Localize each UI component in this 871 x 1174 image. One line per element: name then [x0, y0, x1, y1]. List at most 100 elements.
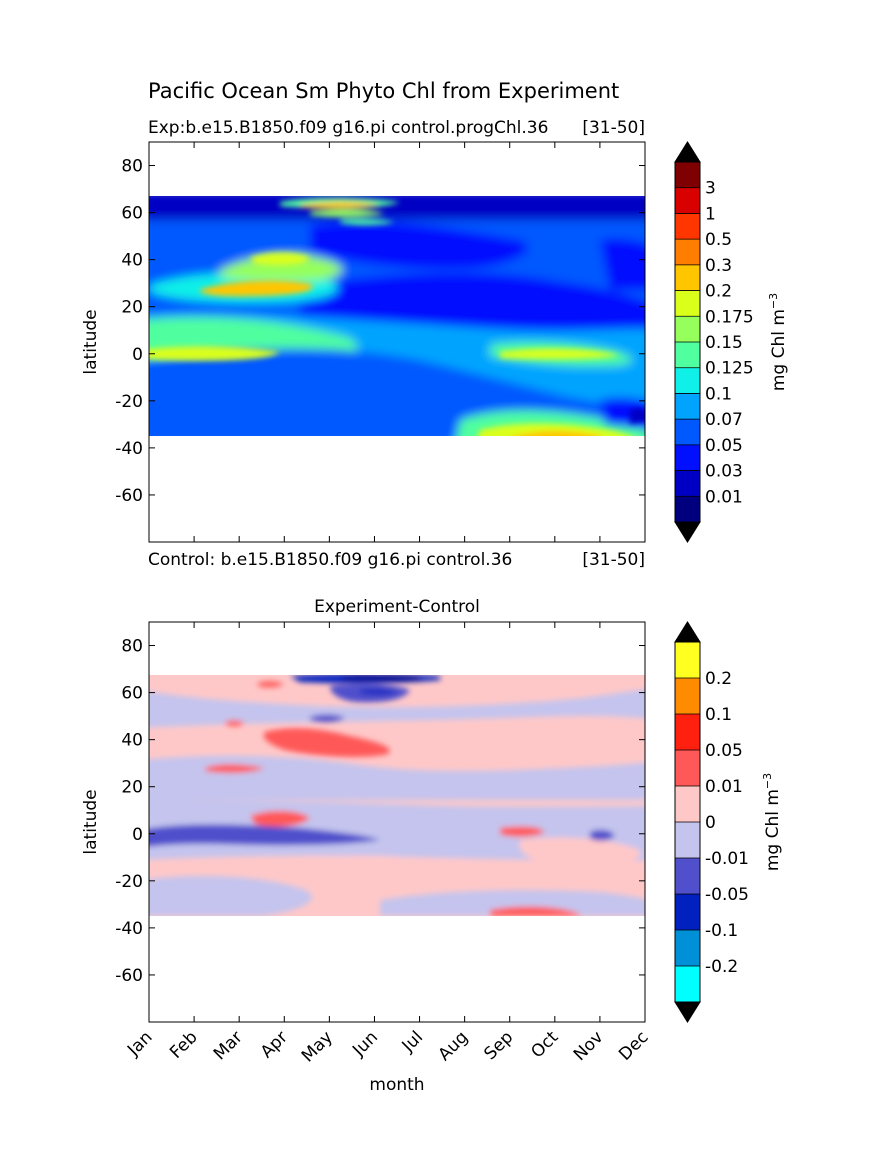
experiment-plot-frame — [148, 141, 646, 543]
experiment-colorbar-extend-max — [674, 141, 701, 163]
difference-colorbar-level: -0.1 — [705, 921, 738, 941]
difference-ytick-label: -20 — [115, 872, 143, 892]
experiment-colorbar-band — [675, 162, 700, 188]
experiment-ytick-label: -20 — [115, 392, 143, 412]
experiment-plot: 80 60 40 20 0 -20 -40 -60 latitude — [81, 141, 646, 543]
experiment-ytick-label: 20 — [121, 298, 143, 318]
experiment-colorbar-level: 0.1 — [705, 384, 732, 404]
difference-colorbar-band — [675, 822, 700, 858]
diff-title: Experiment-Control — [314, 597, 480, 617]
experiment-colorbar-band — [675, 470, 700, 497]
exp-years: [31-50] — [582, 118, 645, 138]
difference-xtick-label: Feb — [166, 1027, 201, 1062]
difference-colorbar-band — [675, 930, 700, 966]
difference-colorbar-band — [675, 858, 700, 894]
experiment-colorbar-band — [675, 367, 700, 394]
experiment-colorbar-band — [675, 444, 700, 471]
difference-xtick-label: Apr — [257, 1027, 292, 1062]
difference-colorbar-extend-max — [674, 621, 701, 643]
difference-colorbar-level: 0.01 — [705, 777, 743, 797]
difference-colorbar-level: 0.1 — [705, 705, 732, 725]
difference-ytick-label: 60 — [121, 684, 143, 704]
experiment-colorbar: 0.01 0.03 0.05 0.07 0.1 0.125 0.15 0.175 0.2 0.3 0… — [674, 141, 754, 543]
difference-ytick-label: -40 — [115, 919, 143, 939]
experiment-ytick-label: 80 — [121, 157, 143, 177]
experiment-colorbar-label: mg Chl m−3 — [767, 293, 789, 391]
experiment-colorbar-level: 0.5 — [705, 230, 732, 250]
difference-ylabel: latitude — [81, 789, 101, 854]
difference-colorbar-band — [675, 750, 700, 786]
experiment-colorbar-level: 0.05 — [705, 436, 743, 456]
difference-colorbar: -0.2 -0.1 -0.05 -0.01 0 0.01 0.05 0.1 0.2 — [674, 621, 749, 1023]
suptitle: Pacific Ocean Sm Phyto Chl from Experime… — [148, 79, 619, 103]
difference-colorbar-level: 0 — [705, 813, 716, 833]
experiment-colorbar-band — [675, 264, 700, 291]
experiment-field — [149, 196, 645, 436]
experiment-colorbar-band — [675, 239, 700, 265]
difference-xtick-label: Jan — [123, 1027, 156, 1060]
experiment-colorbar-level: 3 — [705, 179, 716, 199]
experiment-colorbar-level: 0.175 — [705, 307, 754, 327]
experiment-colorbar-level: 0.03 — [705, 462, 743, 482]
exp-label: Exp:b.e15.B1850.f09 g16.pi control.progC… — [148, 118, 548, 138]
difference-colorbar-level: -0.01 — [705, 849, 749, 869]
difference-plot-frame — [148, 621, 646, 1023]
difference-xtick-label: Mar — [210, 1027, 247, 1064]
difference-colorbar-band — [675, 786, 700, 822]
difference-xtick-label: Aug — [435, 1027, 473, 1065]
difference-colorbar-band — [675, 894, 700, 930]
difference-field — [149, 675, 645, 916]
experiment-colorbar-level: 0.01 — [705, 487, 743, 507]
experiment-colorbar-extend-min — [674, 521, 701, 543]
ctrl-years: [31-50] — [582, 550, 645, 570]
ctrl-label: Control: b.e15.B1850.f09 g16.pi control.… — [148, 550, 512, 570]
experiment-colorbar-label-sup: −3 — [767, 293, 780, 309]
experiment-colorbar-band — [675, 316, 700, 342]
difference-plot: 80 60 40 20 0 -20 -40 -60 Jan Feb Mar Apr May Jun Jul… — [81, 621, 653, 1095]
difference-colorbar-band — [675, 642, 700, 678]
difference-colorbar-level: 0.2 — [705, 669, 732, 689]
experiment-colorbar-band — [675, 213, 700, 240]
experiment-colorbar-level: 0.2 — [705, 282, 732, 302]
experiment-colorbar-band — [675, 496, 700, 522]
experiment-colorbar-label-text: mg Chl m — [769, 309, 789, 391]
difference-ytick-label: 20 — [121, 778, 143, 798]
experiment-colorbar-band — [675, 342, 700, 368]
difference-colorbar-level: -0.2 — [705, 957, 738, 977]
difference-ytick-label: 0 — [132, 825, 143, 845]
difference-colorbar-extend-min — [674, 1001, 701, 1023]
difference-ytick-label: 80 — [121, 637, 143, 657]
experiment-colorbar-level: 0.3 — [705, 256, 732, 276]
experiment-colorbar-level: 0.07 — [705, 410, 743, 430]
experiment-colorbar-band — [675, 290, 700, 317]
difference-xtick-label: Nov — [570, 1027, 608, 1065]
experiment-ytick-label: 0 — [132, 345, 143, 365]
experiment-colorbar-level: 0.15 — [705, 333, 743, 353]
difference-colorbar-band — [675, 966, 700, 1002]
difference-ytick-label: -60 — [115, 966, 143, 986]
experiment-colorbar-level: 0.125 — [705, 359, 754, 379]
difference-colorbar-label: mg Chl m−3 — [761, 773, 783, 871]
experiment-ytick-label: 40 — [121, 251, 143, 271]
difference-xtick-label: May — [298, 1027, 337, 1066]
experiment-ylabel: latitude — [81, 309, 101, 374]
difference-ytick-label: 40 — [121, 731, 143, 751]
difference-xtick-label: Dec — [615, 1027, 652, 1064]
difference-colorbar-band — [675, 714, 700, 750]
difference-colorbar-band — [675, 678, 700, 714]
difference-xtick-label: Jul — [398, 1027, 427, 1056]
experiment-ytick-label: 60 — [121, 204, 143, 224]
difference-colorbar-label-text: mg Chl m — [763, 789, 783, 871]
experiment-colorbar-band — [675, 187, 700, 214]
difference-xtick-label: Oct — [527, 1027, 562, 1062]
experiment-colorbar-band — [675, 393, 700, 420]
experiment-ytick-label: -60 — [115, 486, 143, 506]
experiment-colorbar-level: 1 — [705, 204, 716, 224]
difference-colorbar-level: -0.05 — [705, 885, 749, 905]
difference-xtick-label: Jun — [348, 1027, 382, 1061]
experiment-ytick-label: -40 — [115, 439, 143, 459]
difference-colorbar-label-sup: −3 — [761, 773, 774, 789]
difference-xtick-label: Sep — [480, 1027, 517, 1064]
difference-xlabel: month — [369, 1075, 424, 1095]
